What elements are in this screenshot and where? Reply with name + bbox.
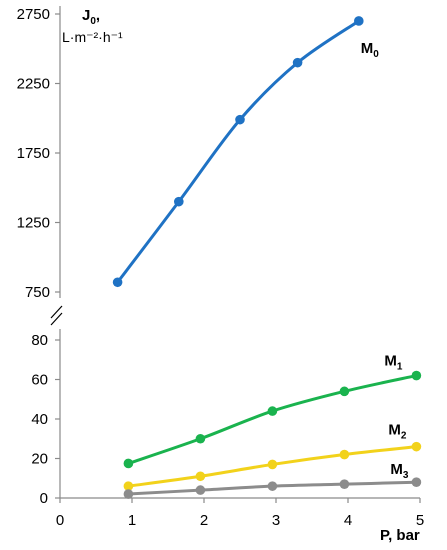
x-tick-label: 4	[344, 512, 352, 529]
series-label-m3: M3	[390, 461, 409, 481]
x-tick-label: 3	[272, 512, 280, 529]
data-point-m0	[174, 196, 184, 207]
y-tick-label: 80	[31, 332, 48, 349]
data-point-m1	[267, 406, 278, 416]
y-tick-label: 1250	[17, 215, 50, 232]
data-point-m0	[112, 277, 123, 288]
y-tick-label: 60	[31, 372, 48, 389]
data-point-m2	[339, 449, 350, 460]
y-tick-label: 2250	[17, 76, 50, 93]
y-tick-label: 20	[31, 451, 48, 468]
data-point-m0	[235, 114, 245, 125]
data-point-m3	[267, 481, 278, 491]
data-point-m2	[195, 471, 206, 482]
data-point-m2	[267, 459, 278, 470]
data-point-m3	[339, 479, 350, 489]
data-point-m3	[411, 477, 422, 488]
data-point-m1	[411, 370, 422, 381]
y-axis-units: L·m⁻²·h⁻¹	[62, 29, 123, 45]
y-tick-label: 40	[31, 411, 48, 428]
data-point-m1	[195, 433, 206, 444]
data-point-m0	[292, 57, 303, 68]
data-point-m2	[123, 481, 134, 491]
data-point-m0	[354, 16, 364, 26]
y-tick-label: 750	[25, 284, 50, 301]
series-label-m2: M2	[388, 422, 407, 442]
data-point-m3	[195, 485, 206, 495]
x-tick-label: 2	[200, 512, 208, 529]
x-tick-label: 1	[128, 512, 136, 529]
x-tick-label: 5	[416, 512, 424, 529]
y-tick-label: 0	[40, 490, 48, 507]
y-axis-label: J0,	[82, 7, 100, 27]
series-line-m0	[116, 19, 360, 284]
y-tick-label: 2750	[17, 6, 50, 23]
data-point-m1	[339, 386, 350, 397]
x-axis-label: P, bar	[380, 527, 420, 544]
axis-break-mark	[50, 305, 63, 326]
series-label-m0: M0	[361, 40, 380, 60]
data-point-m3	[123, 489, 134, 499]
x-tick-label: 0	[56, 512, 64, 529]
series-label-m1: M1	[384, 353, 403, 373]
data-point-m2	[411, 441, 422, 452]
y-tick-label: 1750	[17, 145, 50, 162]
data-point-m1	[123, 458, 134, 469]
